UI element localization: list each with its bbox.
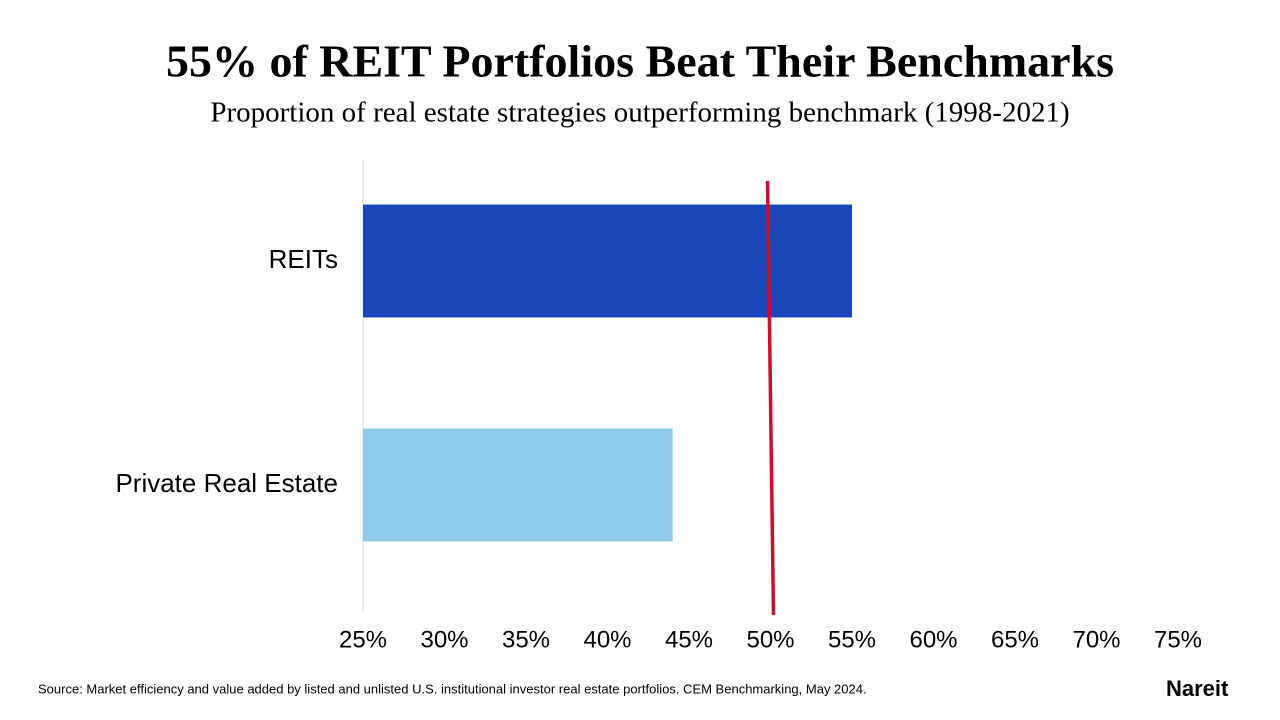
logo: Nareit [1166, 676, 1229, 701]
x-tick-label: 25% [339, 626, 387, 653]
x-tick-label: 30% [420, 626, 468, 653]
x-tick-label: 55% [828, 626, 876, 653]
chart-subtitle: Proportion of real estate strategies out… [210, 97, 1069, 129]
chart-title: 55% of REIT Portfolios Beat Their Benchm… [166, 36, 1114, 87]
x-tick-label: 35% [502, 626, 550, 653]
x-tick-label: 50% [746, 626, 794, 653]
y-tick-label: Private Real Estate [115, 468, 338, 498]
y-tick-label: REITs [269, 244, 338, 274]
x-tick-label: 60% [909, 626, 957, 653]
x-tick-label: 70% [1072, 626, 1120, 653]
bar [363, 428, 673, 542]
bar [363, 204, 852, 318]
source-note: Source: Market efficiency and value adde… [38, 681, 867, 696]
x-tick-label: 45% [665, 626, 713, 653]
x-tick-label: 40% [583, 626, 631, 653]
reference-line [765, 180, 776, 616]
x-tick-label: 65% [991, 626, 1039, 653]
x-tick-label: 75% [1154, 626, 1202, 653]
